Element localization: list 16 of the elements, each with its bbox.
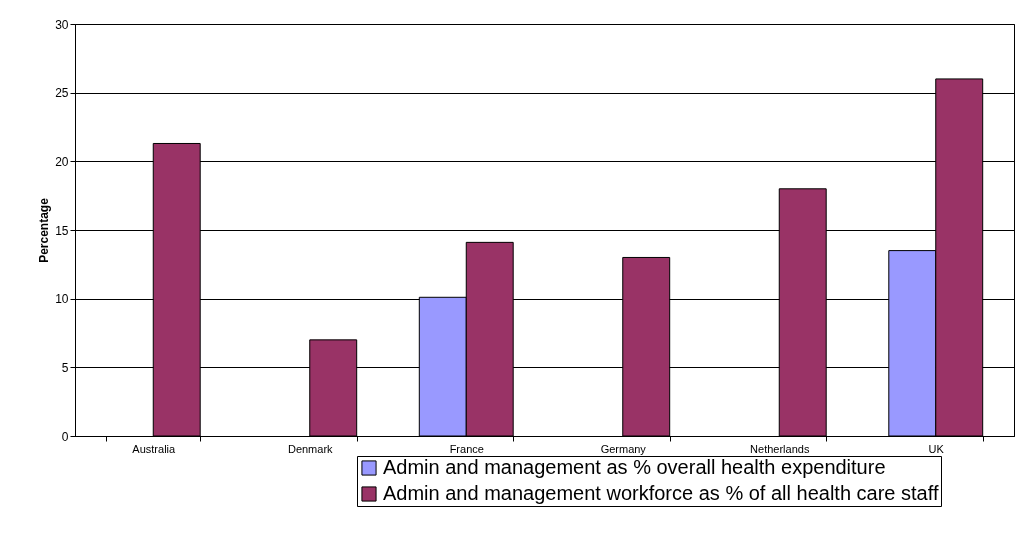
x-tick-label: France	[449, 442, 484, 455]
y-tick-label: 5	[61, 360, 69, 375]
legend-label: Admin and management as % overall health expenditure	[383, 456, 886, 478]
x-tick-label: Australia	[132, 442, 177, 455]
x-tick-label: Germany	[600, 442, 647, 455]
y-tick-label: 10	[55, 292, 69, 307]
x-tick-label: Denmark	[287, 442, 334, 455]
legend-label: Admin and management workforce as % of all health care staff	[383, 482, 939, 504]
y-axis-title: Percentage	[37, 197, 52, 263]
y-tick-label: 30	[55, 17, 69, 32]
x-tick-label: UK	[928, 442, 945, 455]
y-tick-label: 20	[55, 154, 69, 169]
y-tick-label: 15	[55, 223, 69, 238]
y-tick-label: 0	[61, 429, 69, 444]
y-tick-label: 25	[55, 86, 69, 101]
x-tick-label: Netherlands	[750, 442, 810, 455]
